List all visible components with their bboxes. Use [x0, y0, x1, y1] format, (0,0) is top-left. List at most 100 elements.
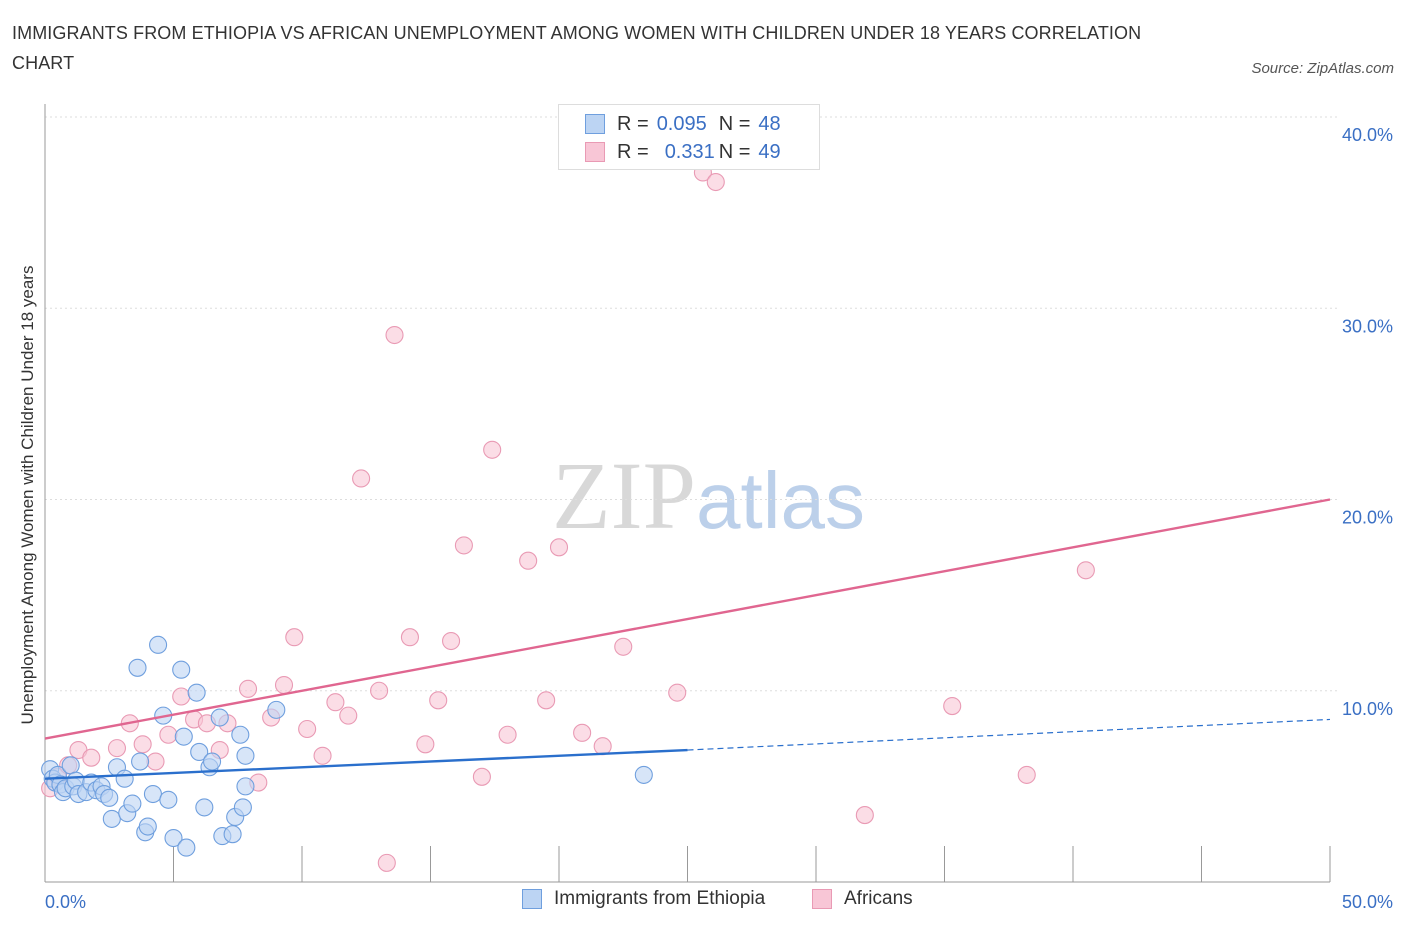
legend-row-africans: R = 0.331 N = 49: [585, 139, 781, 165]
data-point-ethiopia: [115, 769, 134, 788]
stats-legend: R = 0.095 N = 48 R = 0.331 N = 49: [558, 104, 820, 170]
data-point-africans: [537, 691, 556, 710]
data-point-africans: [107, 739, 127, 758]
trend-line-ethiopia: [44, 748, 688, 780]
y-axis-label: Unemployment Among Women with Children U…: [18, 265, 37, 725]
data-point-ethiopia: [203, 752, 222, 771]
data-point-africans: [593, 737, 612, 756]
data-point-africans: [498, 725, 517, 744]
data-point-africans: [133, 735, 152, 754]
data-point-ethiopia: [223, 825, 242, 844]
data-point-africans: [668, 683, 687, 702]
data-point-africans: [472, 767, 491, 786]
data-point-ethiopia: [128, 658, 147, 677]
data-point-ethiopia: [149, 635, 168, 654]
data-point-africans: [82, 748, 101, 767]
data-point-africans: [400, 628, 419, 647]
data-point-ethiopia: [195, 798, 214, 817]
data-point-ethiopia: [174, 727, 193, 746]
watermark-zip: ZIP: [552, 442, 696, 549]
data-point-africans: [416, 735, 435, 754]
data-point-africans: [377, 853, 396, 872]
trend-line-africans: [44, 498, 1331, 740]
data-point-africans: [454, 536, 473, 555]
data-point-africans: [855, 806, 874, 825]
data-point-ethiopia: [61, 756, 80, 775]
data-point-ethiopia: [131, 752, 150, 771]
series-legend-africans: Africans: [812, 888, 913, 910]
data-point-ethiopia: [172, 660, 191, 679]
y-tick-label: 30.0%: [1342, 316, 1393, 336]
data-point-africans: [352, 469, 371, 488]
series-swatch-africans: [812, 889, 832, 909]
legend-swatch-ethiopia: [585, 114, 605, 134]
legend-swatch-africans: [585, 142, 605, 162]
legend-r-label: R =: [617, 140, 649, 163]
data-point-africans: [339, 706, 358, 725]
legend-row-ethiopia: R = 0.095 N = 48: [585, 111, 781, 137]
data-point-ethiopia: [236, 777, 255, 796]
data-point-ethiopia: [267, 700, 286, 719]
data-point-africans: [326, 693, 345, 712]
data-point-ethiopia: [123, 794, 142, 813]
chart-title: IMMIGRANTS FROM ETHIOPIA VS AFRICAN UNEM…: [12, 23, 1142, 73]
data-point-ethiopia: [177, 838, 196, 857]
x-tick-label: 0.0%: [45, 892, 86, 912]
series-label-ethiopia: Immigrants from Ethiopia: [554, 888, 766, 909]
legend-n-value: 48: [758, 112, 781, 135]
data-point-africans: [519, 551, 538, 570]
data-point-africans: [313, 746, 332, 765]
data-point-africans: [573, 723, 592, 742]
data-point-africans: [943, 696, 962, 716]
data-point-ethiopia: [187, 683, 206, 702]
data-point-africans: [614, 637, 633, 656]
data-point-ethiopia: [102, 809, 121, 828]
data-point-africans: [483, 440, 502, 459]
trend-line-extension-ethiopia: [687, 718, 1331, 751]
data-point-africans: [159, 725, 178, 744]
series-legend: Immigrants from Ethiopia Africans: [0, 888, 1406, 916]
data-point-africans: [429, 691, 448, 710]
data-point-ethiopia: [100, 788, 119, 807]
data-point-ethiopia: [159, 790, 178, 809]
data-point-africans: [298, 719, 317, 739]
data-point-ethiopia: [210, 708, 229, 727]
data-point-africans: [285, 628, 304, 647]
data-point-africans: [442, 631, 461, 651]
y-tick-label: 10.0%: [1342, 699, 1393, 719]
y-tick-label: 40.0%: [1342, 125, 1393, 145]
data-point-africans: [1076, 561, 1095, 580]
data-point-africans: [146, 752, 165, 771]
legend-r-value: 0.095: [656, 112, 707, 135]
series-swatch-ethiopia: [522, 889, 542, 909]
series-legend-ethiopia: Immigrants from Ethiopia: [522, 888, 765, 910]
legend-n-label: N =: [718, 112, 751, 135]
chart-source: Source: ZipAtlas.com: [1251, 60, 1394, 77]
watermark-atlas: atlas: [696, 456, 865, 545]
data-point-ethiopia: [138, 817, 157, 836]
legend-n-value: 49: [758, 140, 781, 163]
data-point-africans: [238, 679, 258, 698]
data-point-africans: [706, 172, 725, 192]
data-point-africans: [1017, 765, 1036, 784]
x-tick-label: 50.0%: [1342, 892, 1393, 912]
data-point-africans: [370, 681, 389, 700]
legend-r-value: 0.331: [664, 140, 715, 163]
legend-r-label: R =: [617, 112, 649, 135]
data-point-ethiopia: [634, 765, 653, 784]
series-label-africans: Africans: [844, 888, 913, 909]
data-point-ethiopia: [143, 784, 162, 804]
data-point-africans: [549, 538, 569, 557]
data-point-ethiopia: [233, 798, 252, 817]
data-point-ethiopia: [236, 746, 255, 765]
data-point-africans: [385, 325, 404, 345]
legend-n-label: N =: [718, 140, 751, 163]
data-point-ethiopia: [231, 725, 250, 744]
data-point-ethiopia: [190, 742, 209, 762]
data-point-ethiopia: [164, 828, 183, 848]
y-tick-label: 20.0%: [1342, 508, 1393, 528]
watermark: ZIPatlas: [552, 440, 865, 551]
data-point-africans: [172, 687, 191, 706]
data-point-africans: [274, 675, 294, 695]
